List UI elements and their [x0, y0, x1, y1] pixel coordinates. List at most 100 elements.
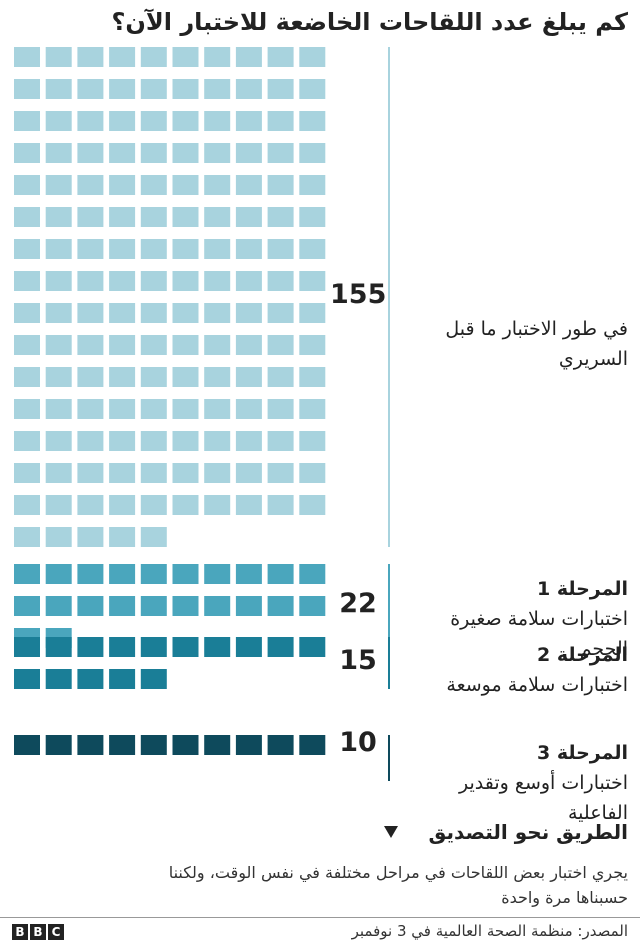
waffle-square — [77, 47, 104, 67]
waffle-square — [235, 735, 262, 755]
waffle-square — [14, 143, 40, 163]
waffle-square — [14, 79, 40, 99]
waffle-square — [77, 637, 104, 657]
waffle-square — [172, 367, 199, 387]
series-label: المرحلة 3 اختبارات أوسع وتقدير الفاعلية — [396, 738, 628, 828]
waffle-square — [299, 637, 326, 657]
waffle-square — [109, 271, 136, 291]
waffle-square — [109, 175, 136, 195]
waffle-square — [14, 735, 40, 755]
series-label: المرحلة 2 اختبارات سلامة موسعة — [396, 640, 628, 700]
waffle-square — [45, 399, 72, 419]
waffle-square — [77, 431, 104, 451]
waffle-square — [299, 596, 326, 616]
waffle-square — [172, 431, 199, 451]
waffle-square — [140, 175, 167, 195]
waffle-square — [235, 463, 262, 483]
waffle-square — [299, 335, 326, 355]
waffle-square — [140, 271, 167, 291]
bbc-logo: B B C — [12, 924, 64, 940]
waffle-square — [172, 495, 199, 515]
waffle-square — [172, 175, 199, 195]
waffle-square — [77, 207, 104, 227]
waffle-square — [140, 495, 167, 515]
waffle-square — [45, 628, 72, 648]
waffle-square — [109, 463, 136, 483]
waffle-square — [204, 335, 231, 355]
phase-label: المرحلة 3 — [536, 742, 628, 764]
waffle-square — [267, 495, 294, 515]
waffle-square — [204, 735, 231, 755]
waffle-square — [235, 495, 262, 515]
waffle-square — [109, 79, 136, 99]
waffle-square — [172, 399, 199, 419]
waffle-square — [45, 271, 72, 291]
waffle-square — [172, 564, 199, 584]
waffle-square — [235, 431, 262, 451]
waffle-square — [172, 463, 199, 483]
waffle-square — [299, 495, 326, 515]
waffle-square — [299, 431, 326, 451]
waffle-square — [140, 111, 167, 131]
waffle-square — [235, 79, 262, 99]
waffle-square — [267, 79, 294, 99]
waffle-square — [172, 207, 199, 227]
waffle-square — [14, 637, 40, 657]
waffle-square — [172, 47, 199, 67]
waffle-square — [109, 596, 136, 616]
group-divider — [388, 564, 390, 648]
waffle-square — [109, 669, 136, 689]
waffle-square — [140, 596, 167, 616]
waffle-square — [109, 564, 136, 584]
waffle-square — [204, 637, 231, 657]
group-divider — [388, 47, 390, 547]
waffle-square — [45, 175, 72, 195]
waffle-square — [204, 495, 231, 515]
waffle-square — [267, 399, 294, 419]
waffle-square — [109, 335, 136, 355]
waffle-square — [267, 303, 294, 323]
waffle-square — [172, 596, 199, 616]
waffle-square — [45, 735, 72, 755]
waffle-square — [172, 143, 199, 163]
waffle-square — [109, 239, 136, 259]
waffle-square — [235, 143, 262, 163]
waffle-square — [14, 495, 40, 515]
waffle-square — [204, 399, 231, 419]
waffle-square — [235, 596, 262, 616]
waffle-square — [299, 367, 326, 387]
waffle-square — [109, 143, 136, 163]
waffle-square — [204, 431, 231, 451]
waffle-square — [140, 335, 167, 355]
waffle-square — [109, 637, 136, 657]
waffle-square — [204, 367, 231, 387]
waffle-square — [140, 79, 167, 99]
waffle-square — [45, 207, 72, 227]
waffle-square — [140, 399, 167, 419]
series-count: 15 — [339, 645, 377, 676]
waffle-square — [235, 367, 262, 387]
waffle-square — [267, 367, 294, 387]
footer-divider — [0, 917, 640, 918]
waffle-square — [204, 463, 231, 483]
waffle-square — [140, 143, 167, 163]
waffle-square — [77, 463, 104, 483]
waffle-square — [14, 207, 40, 227]
waffle-square — [45, 367, 72, 387]
source-text: المصدر: منظمة الصحة العالمية في 3 نوفمبر — [351, 922, 628, 940]
waffle-square — [14, 463, 40, 483]
waffle-square — [140, 735, 167, 755]
series-description: في طور الاختبار ما قبل السريري — [445, 318, 628, 370]
waffle-square — [45, 637, 72, 657]
waffle-square — [299, 399, 326, 419]
waffle-square — [14, 596, 40, 616]
waffle-square — [140, 239, 167, 259]
waffle-square — [204, 271, 231, 291]
waffle-square — [45, 527, 72, 547]
waffle-square — [267, 111, 294, 131]
waffle-square — [45, 47, 72, 67]
waffle-square — [204, 47, 231, 67]
waffle-square — [109, 431, 136, 451]
waffle-square — [77, 271, 104, 291]
waffle-square — [204, 303, 231, 323]
